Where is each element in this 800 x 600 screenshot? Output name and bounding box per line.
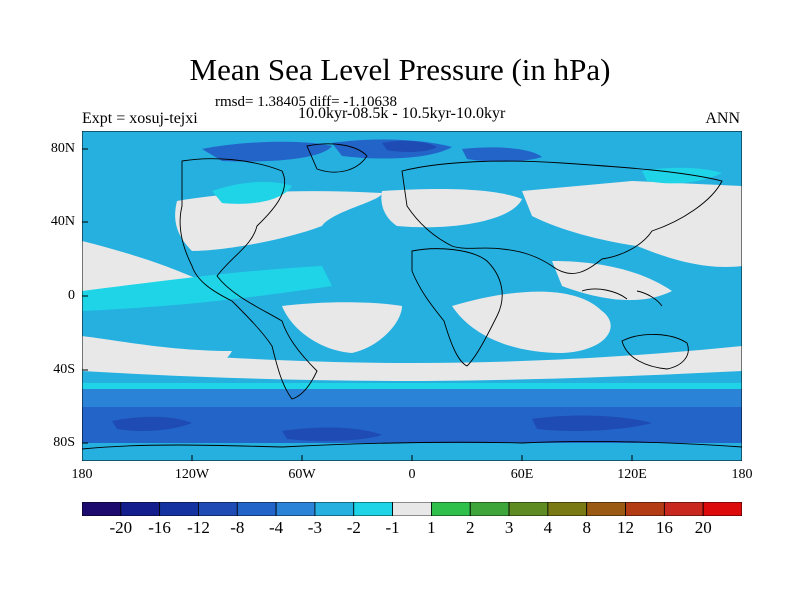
colorbar-swatch [431,502,471,516]
near-zero-regions [82,181,742,381]
colorbar-label: 4 [543,518,553,537]
colorbar-label: 3 [504,518,514,537]
ytick-label: 0 [68,288,75,303]
colorbar-label: -3 [307,518,322,537]
colorbar-swatch [547,502,588,516]
colorbar-swatch [159,502,199,516]
colorbar-label: 12 [617,518,634,537]
colorbar-label: -1 [385,518,400,537]
colorbar-swatch [198,502,238,516]
colorbar-swatch [236,502,277,516]
xtick-label: 120W [174,467,210,482]
colorbar-swatch [469,502,510,516]
colorbar-swatch [702,502,742,516]
stats-label: rmsd= 1.38405 diff= -1.10638 [215,94,398,110]
ytick-label: 40S [53,362,75,377]
colorbar-label: -8 [230,518,245,537]
colorbar-swatch [663,502,704,516]
pressure-map [82,131,742,461]
colorbar-swatch [508,502,549,516]
colorbar-swatch [314,502,355,516]
xtick-label: 0 [408,467,416,482]
colorbar [82,502,742,516]
colorbar-swatch [586,502,626,516]
colorbar-label: -16 [148,518,171,537]
colorbar-label: -12 [187,518,210,537]
season-label: ANN [705,110,740,127]
ytick-label: 40N [50,214,75,229]
colorbar-swatch [82,502,122,516]
experiment-label: Expt = xosuj-tejxi [82,110,198,127]
colorbar-label: -4 [269,518,284,537]
coastlines [82,143,742,450]
band-antarctic [82,443,742,461]
xtick-label: 180 [731,467,753,482]
xtick-label: 120E [617,467,647,482]
ytick-label: 80S [53,435,75,450]
colorbar-label: 20 [694,518,712,537]
colorbar-label: -2 [346,518,361,537]
colorbar-swatch [275,502,316,516]
axis-ticks [82,148,633,461]
colorbar-label: 8 [582,518,591,537]
colorbar-label: -20 [109,518,133,537]
xtick-label: 60E [510,467,534,482]
colorbar-label: 1 [427,518,436,537]
deep-southern-patches [112,415,652,442]
xtick-label: 60W [288,467,316,482]
band-minus3 [82,389,742,407]
colorbar-swatch [625,502,665,516]
plot-title: Mean Sea Level Pressure (in hPa) [189,52,611,87]
colorbar-swatch [120,502,161,516]
arctic-deep-patches [382,140,437,152]
colorbar-label: 2 [465,518,475,537]
light-cyan-regions [82,167,742,389]
ytick-label: 80N [50,141,75,156]
colorbar-swatch [353,502,393,516]
colorbar-swatch [392,502,432,516]
plot-subtitle: 10.0kyr-08.5k - 10.5kyr-10.0kyr [298,105,506,122]
colorbar-label: 16 [655,518,673,537]
xtick-label: 180 [71,467,93,482]
